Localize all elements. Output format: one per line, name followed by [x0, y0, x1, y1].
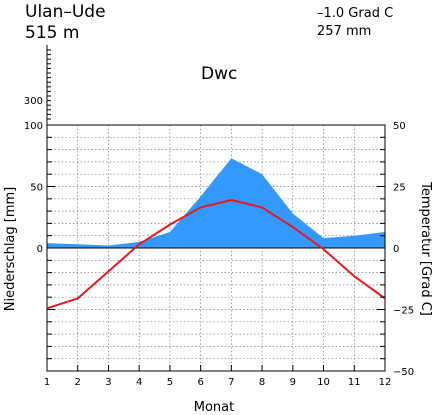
x-tick-label: 2 — [75, 377, 81, 388]
right-axis-label: Temperatur [Grad C] — [418, 181, 433, 316]
x-tick-label: 5 — [167, 377, 173, 388]
x-tick-label: 6 — [197, 377, 203, 388]
mean-temperature: –1.0 Grad C — [317, 6, 393, 21]
x-tick-label: 9 — [290, 377, 296, 388]
annual-precipitation: 257 mm — [317, 24, 371, 39]
right-tick-label: −50 — [393, 367, 414, 378]
temperature-line — [46, 199, 386, 310]
left-tick-label: 100 — [24, 121, 43, 132]
x-tick-label: 4 — [136, 377, 142, 388]
x-tick-label: 8 — [259, 377, 265, 388]
left-tick-label: 300 — [24, 96, 43, 107]
right-tick-label: −25 — [393, 306, 414, 317]
right-tick-label: 0 — [393, 244, 399, 255]
station-name: Ulan–Ude — [25, 2, 106, 22]
left-tick-label: 50 — [30, 183, 43, 194]
left-axis-label: Niederschlag [mm] — [3, 187, 18, 312]
x-tick-label: 7 — [228, 377, 234, 388]
x-tick-label: 3 — [105, 377, 111, 388]
station-elevation: 515 m — [25, 23, 79, 43]
x-tick-label: 11 — [348, 377, 361, 388]
climate-class: Dwc — [201, 64, 237, 84]
x-axis-label: Monat — [194, 400, 234, 415]
x-tick-label: 1 — [44, 377, 50, 388]
left-tick-label: 0 — [37, 244, 43, 255]
right-tick-label: 25 — [393, 183, 406, 194]
right-tick-label: 50 — [393, 121, 406, 132]
x-tick-label: 10 — [317, 377, 330, 388]
x-tick-label: 12 — [379, 377, 392, 388]
